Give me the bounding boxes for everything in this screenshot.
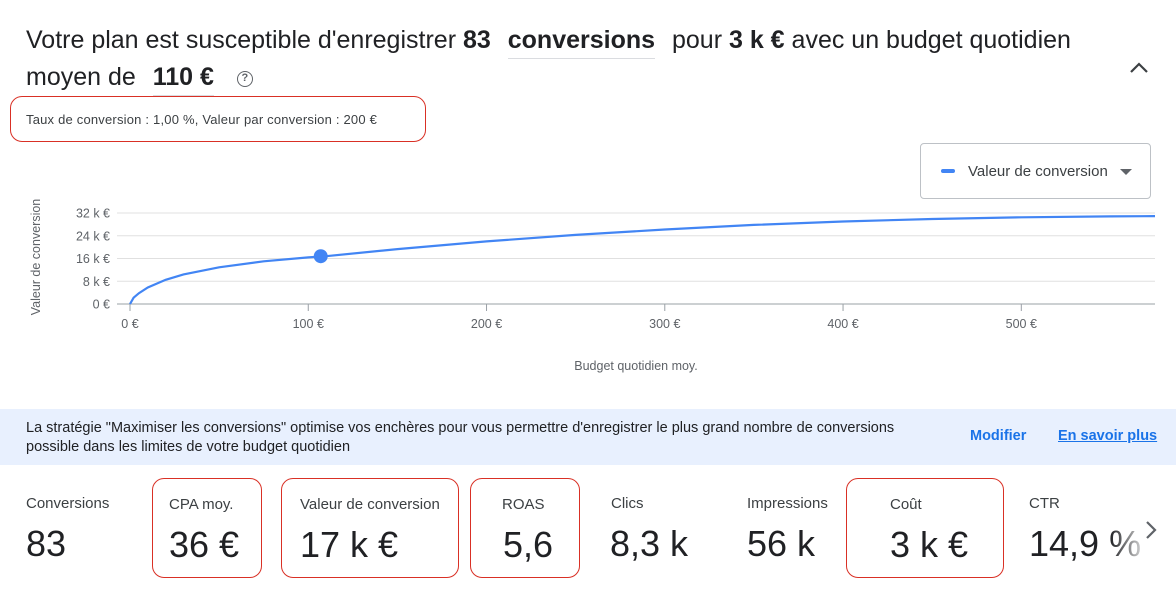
x-tick-label: 0 € xyxy=(121,317,138,331)
metric-conversion-value: Valeur de conversion 17 k € xyxy=(281,478,459,578)
learn-more-link[interactable]: En savoir plus xyxy=(1058,428,1158,444)
metric-label: ROAS xyxy=(502,496,545,513)
y-tick-label: 8 k € xyxy=(83,275,110,289)
strategy-info-text: La stratégie "Maximiser les conversions"… xyxy=(26,420,895,455)
metric-label: Impressions xyxy=(747,495,828,512)
metric-impressions: Impressions 56 k xyxy=(728,478,848,578)
metric-clicks: Clics 8,3 k xyxy=(590,478,720,578)
metric-label: CTR xyxy=(1029,495,1060,512)
metric-label: Conversions xyxy=(26,495,110,512)
budget-selector[interactable]: 110 € xyxy=(152,61,214,96)
chevron-up-icon[interactable] xyxy=(1128,58,1150,78)
series-line xyxy=(129,215,1156,305)
arrow-drop-down-icon xyxy=(1120,169,1132,175)
metric-value: 5,6 xyxy=(503,524,554,565)
headline-text-1: Votre plan est susceptible d'enregistrer xyxy=(26,26,457,54)
y-tick-label: 16 k € xyxy=(76,252,110,266)
metric-value: 36 € xyxy=(169,524,240,565)
metric-selector[interactable]: conversions xyxy=(507,24,656,59)
y-tick-label: 0 € xyxy=(93,298,110,312)
metric-conversions: Conversions 83 xyxy=(0,478,140,578)
x-tick-label: 400 € xyxy=(827,317,858,331)
x-tick-label: 200 € xyxy=(471,317,502,331)
metric-value: 17 k € xyxy=(300,524,399,565)
x-axis-ticks: 0 € 100 € 200 € 300 € 400 € 500 € xyxy=(121,317,1037,331)
plan-summary-headline: Votre plan est susceptible d'enregistrer… xyxy=(26,22,1086,96)
scroll-fade xyxy=(1110,478,1150,578)
chart-metric-dropdown[interactable]: Valeur de conversion xyxy=(920,143,1151,199)
modify-link[interactable]: Modifier xyxy=(970,428,1027,444)
conversions-count: 83 xyxy=(462,26,491,54)
metric-value: 3 k € xyxy=(890,524,969,565)
conversion-rate-text: Taux de conversion : 1,00 %, Valeur par … xyxy=(26,112,378,127)
metric-value: 56 k xyxy=(747,523,816,564)
x-tick-label: 100 € xyxy=(293,317,324,331)
headline-text-2: pour xyxy=(671,26,723,54)
y-axis-label: Valeur de conversion xyxy=(29,199,43,316)
help-circle-icon[interactable]: ? xyxy=(236,71,253,87)
y-tick-label: 32 k € xyxy=(76,207,110,221)
metric-label: CPA moy. xyxy=(169,496,234,513)
metric-label: Coût xyxy=(890,496,922,513)
headline-text-3: avec un budget quotidien moyen de xyxy=(26,26,1071,91)
x-tick-label: 300 € xyxy=(649,317,680,331)
x-tick-label: 500 € xyxy=(1006,317,1037,331)
selected-budget-point[interactable] xyxy=(313,249,328,264)
metric-label: Clics xyxy=(611,495,644,512)
chart-metric-label: Valeur de conversion xyxy=(968,162,1108,180)
estimated-cost: 3 k € xyxy=(728,26,785,54)
chevron-right-icon[interactable] xyxy=(1143,518,1159,542)
strategy-info-banner: La stratégie "Maximiser les conversions"… xyxy=(0,409,1176,465)
metric-roas: ROAS 5,6 xyxy=(470,478,580,578)
metric-value: 83 xyxy=(26,523,67,564)
conversion-rate-note: Taux de conversion : 1,00 %, Valeur par … xyxy=(10,96,426,142)
metric-cpa: CPA moy. 36 € xyxy=(152,478,262,578)
metric-label: Valeur de conversion xyxy=(300,496,440,513)
y-tick-label: 24 k € xyxy=(76,229,110,243)
x-axis-label: Budget quotidien moy. xyxy=(574,359,697,373)
y-axis-ticks: 0 € 8 k € 16 k € 24 k € 32 k € xyxy=(76,207,110,312)
metric-cost: Coût 3 k € xyxy=(846,478,1004,578)
series-swatch xyxy=(941,169,955,173)
metric-value: 8,3 k xyxy=(610,523,689,564)
conversion-value-chart: 0 € 8 k € 16 k € 24 k € 32 k € 0 € 100 € 200 €… xyxy=(29,199,1156,373)
chart-grid xyxy=(117,212,1155,311)
